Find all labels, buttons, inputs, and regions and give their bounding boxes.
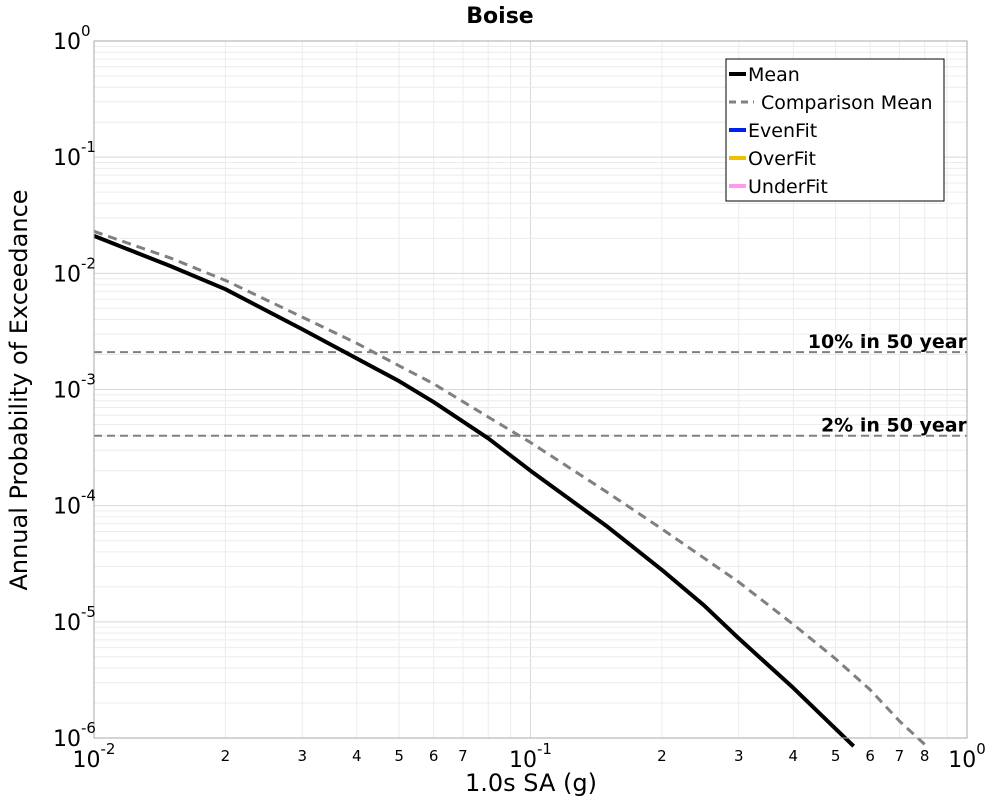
legend-label: Comparison Mean (761, 92, 933, 114)
y-tick-label: 10-4 (53, 487, 96, 520)
x-minor-tick-label: 3 (734, 747, 744, 765)
y-tick-label: 10-1 (53, 138, 96, 171)
series-line-mean (93, 234, 856, 748)
x-minor-tick-label: 6 (865, 747, 875, 765)
x-minor-tick-label: 2 (657, 747, 667, 765)
x-minor-tick-label: 7 (895, 747, 905, 765)
x-minor-tick-label: 5 (831, 747, 841, 765)
legend-label: OverFit (748, 148, 816, 170)
chart-title: Boise (466, 4, 533, 29)
x-minor-tick-label: 2 (221, 747, 231, 765)
reference-lines: 10% in 50 year 2% in 50 year (94, 331, 968, 437)
legend-box (725, 58, 945, 202)
y-axis-label: Annual Probability of Exceedance (5, 189, 33, 590)
legend-label: UnderFit (748, 176, 828, 198)
x-tick-label: 100 (948, 740, 986, 773)
x-minor-tick-label: 6 (429, 747, 439, 765)
y-tick-label: 10-3 (53, 371, 96, 404)
x-minor-tick-label: 4 (352, 747, 362, 765)
plot-frame (93, 40, 968, 739)
y-tick-label: 10-5 (53, 603, 96, 636)
reference-line-label: 2% in 50 year (821, 415, 968, 437)
x-axis-label: 1.0s SA (g) (465, 769, 597, 797)
y-tick-label: 100 (53, 22, 91, 55)
x-minor-tick-label: 4 (789, 747, 799, 765)
y-tick-label: 10-6 (53, 719, 96, 752)
series-layer (93, 229, 926, 748)
x-minor-tick-label: 7 (458, 747, 468, 765)
reference-line-label: 10% in 50 year (808, 331, 968, 353)
legend: Mean Comparison Mean EvenFit OverFit UnderFi… (725, 58, 945, 202)
x-minor-tick-label: 8 (920, 747, 930, 765)
x-minor-tick-label: 3 (297, 747, 307, 765)
series-line-comparison-mean (93, 229, 926, 746)
legend-label: Mean (748, 64, 800, 86)
legend-label: EvenFit (748, 120, 817, 142)
x-tick-label: 10-1 (509, 740, 552, 773)
x-tick-label: 10-2 (73, 740, 116, 773)
x-minor-tick-label: 5 (394, 747, 404, 765)
y-tick-label: 10-2 (53, 254, 96, 287)
